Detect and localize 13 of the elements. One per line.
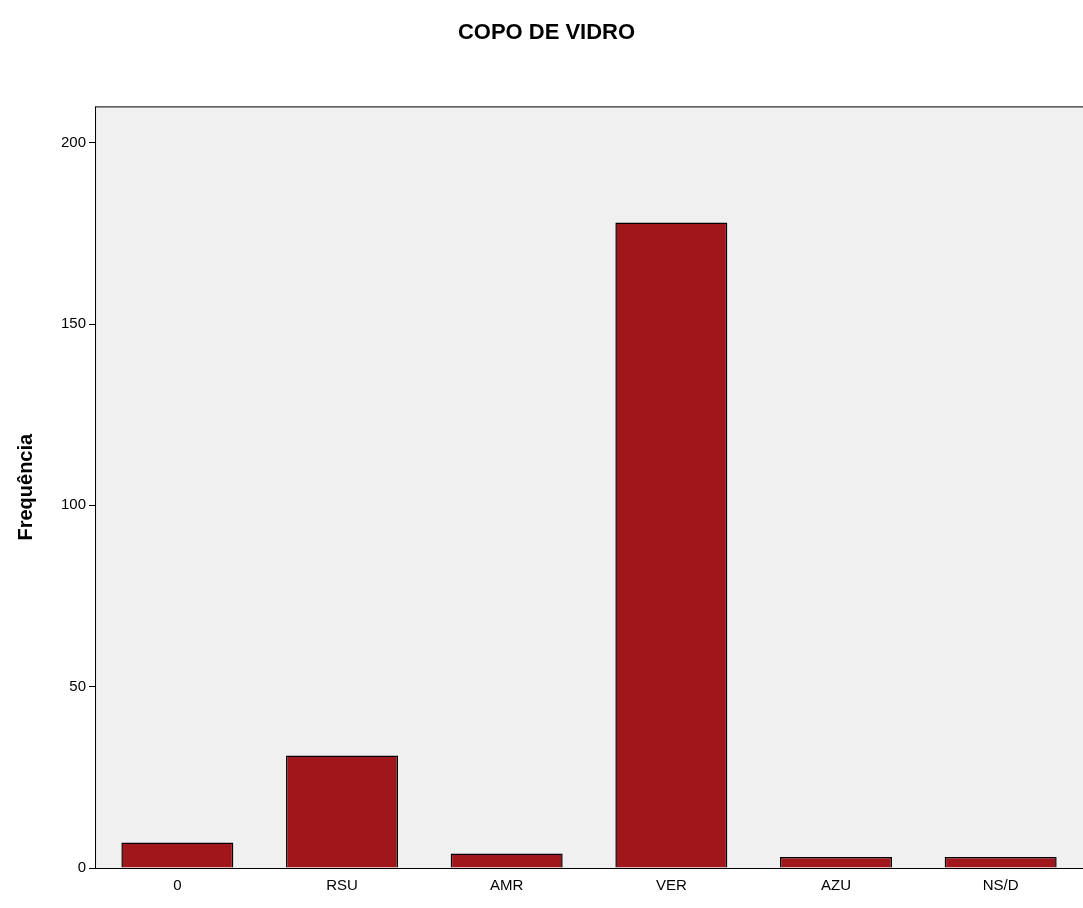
- y-tick-label: 0: [77, 858, 87, 876]
- y-tick-label: 200: [61, 132, 87, 150]
- x-tick-label: NS/D: [982, 876, 1019, 894]
- x-tick-label: AZU: [821, 876, 852, 894]
- x-tick-label: AMR: [490, 876, 524, 894]
- x-tick-label: 0: [173, 876, 182, 894]
- y-tick-label: 50: [69, 676, 87, 694]
- chart-title: COPO DE VIDRO: [457, 19, 636, 45]
- x-tick-label: RSU: [326, 876, 358, 894]
- y-axis-title: Frequência: [13, 432, 36, 541]
- x-tick-label: VER: [655, 876, 687, 894]
- y-tick-label: 100: [61, 495, 87, 513]
- y-tick-label: 150: [61, 314, 87, 332]
